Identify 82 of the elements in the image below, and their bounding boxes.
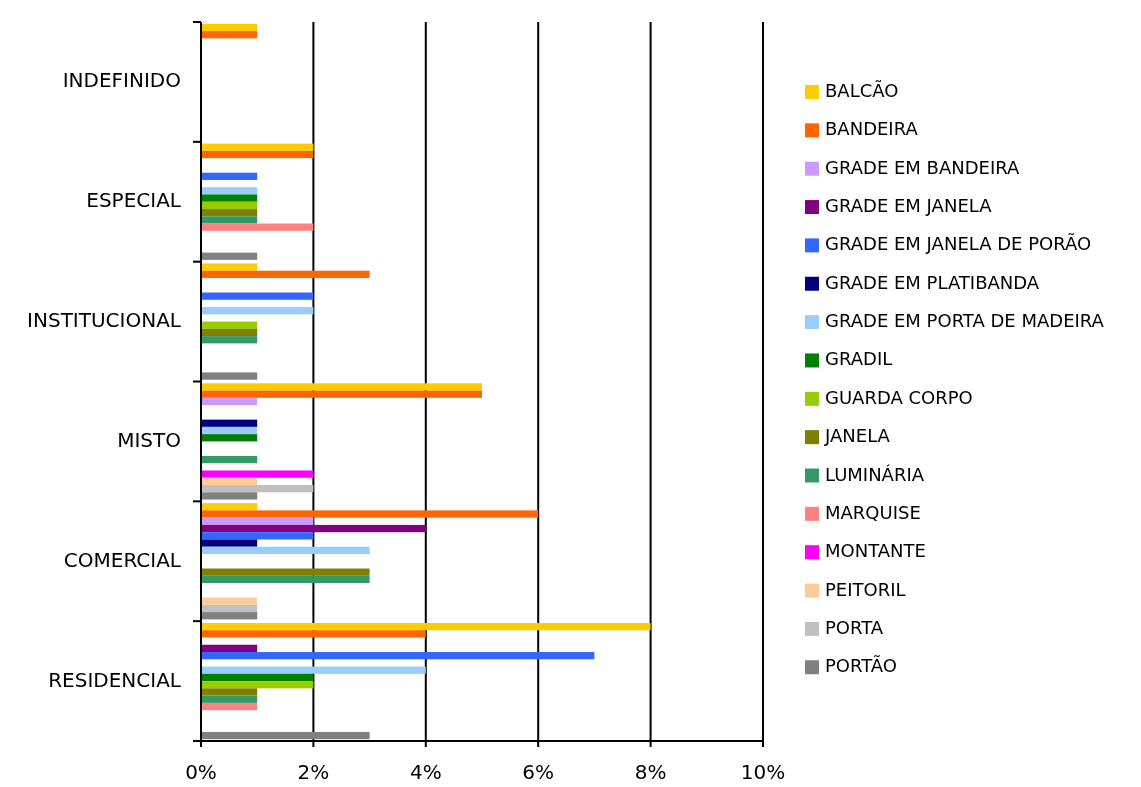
bar [201, 539, 258, 547]
bar [201, 524, 426, 533]
bar [201, 216, 258, 224]
bar [201, 209, 258, 217]
x-tick-label: 6% [522, 760, 555, 784]
bar [201, 688, 258, 696]
bar [201, 150, 314, 159]
legend-label: JANELA [824, 425, 891, 447]
bar [201, 263, 258, 271]
x-tick-label: 10% [740, 760, 786, 784]
bar [201, 455, 258, 464]
bar [201, 568, 370, 576]
bar [201, 426, 258, 435]
bar [201, 604, 258, 613]
legend-label: MARQUISE [825, 501, 921, 523]
x-tick-label: 8% [634, 760, 667, 784]
bar [201, 187, 258, 195]
legend-label: PORTÃO [825, 655, 897, 677]
x-tick-label: 0% [185, 760, 217, 784]
bar [201, 673, 314, 682]
bar [201, 612, 258, 620]
bar [201, 397, 258, 406]
bar [201, 270, 370, 278]
bar [201, 328, 258, 337]
bar [201, 31, 258, 39]
bar [201, 644, 258, 653]
legend-label: BALCÃO [825, 80, 899, 101]
legend-label: LUMINÁRIA [825, 463, 925, 485]
bar [201, 470, 314, 478]
bar [201, 143, 314, 151]
bar [201, 390, 482, 398]
bar [201, 546, 370, 554]
bar [201, 223, 314, 231]
bar [201, 172, 258, 180]
legend-label: GRADE EM BANDEIRA [825, 156, 1021, 178]
bar [201, 336, 258, 344]
y-tick-label: ESPECIAL [86, 188, 182, 213]
bar [201, 503, 258, 511]
bar [201, 666, 426, 674]
legend-label: GRADE EM PLATIBANDA [825, 271, 1040, 293]
y-tick-label: INSTITUCIONAL [27, 308, 182, 333]
bar [201, 652, 595, 660]
bar [201, 252, 258, 260]
legend-label: GRADE EM JANELA [825, 195, 993, 217]
bar [201, 622, 651, 631]
bar [201, 477, 258, 486]
y-tick-label: COMERCIAL [63, 547, 182, 572]
bar [201, 321, 258, 329]
y-tick-label: INDEFINIDO [62, 68, 181, 93]
legend-label: PORTA [825, 616, 884, 638]
bar [201, 307, 314, 315]
bar [201, 194, 258, 202]
legend-label: MONTANTE [825, 540, 926, 562]
bar [201, 597, 258, 605]
x-tick-label: 4% [409, 760, 442, 784]
bar [201, 492, 258, 500]
y-tick-label: RESIDENCIAL [48, 667, 182, 692]
legend-label: PEITORIL [825, 578, 906, 600]
bar [201, 419, 258, 427]
bar [201, 695, 258, 703]
bar [201, 434, 258, 442]
bar [201, 517, 314, 525]
bar [201, 702, 258, 711]
bar [201, 383, 482, 391]
legend-label: GUARDA CORPO [825, 386, 973, 408]
legend-label: BANDEIRA [825, 118, 919, 140]
bar [201, 731, 370, 740]
bar [201, 485, 314, 493]
legend-label: GRADE EM JANELA DE PORÃO [825, 233, 1092, 255]
bar [201, 201, 258, 210]
x-tick-label: 2% [297, 760, 330, 784]
legend-label: GRADIL [825, 348, 893, 370]
y-tick-label: MISTO [117, 427, 181, 452]
bar [201, 532, 314, 540]
bar [201, 372, 258, 380]
bar [201, 575, 370, 584]
bar [201, 681, 314, 689]
legend-label: GRADE EM PORTA DE MADEIRA [825, 310, 1105, 332]
bar [201, 23, 258, 32]
bar [201, 510, 539, 518]
bar [201, 292, 314, 300]
bar [201, 630, 426, 638]
